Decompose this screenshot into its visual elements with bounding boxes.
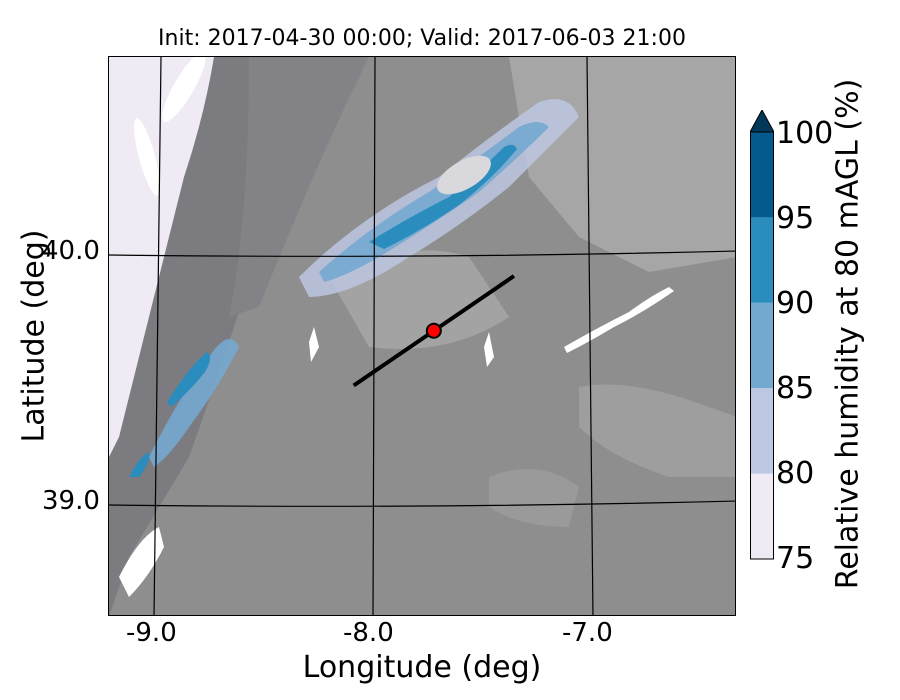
colorbar-level [750,473,774,559]
rh-band-west-90 [167,352,211,407]
plot-title: Init: 2017-04-30 00:00; Valid: 2017-06-0… [158,26,686,51]
x-axis-label: Longitude (deg) [302,650,542,685]
colorbar-tick-label: 80 [776,456,815,491]
y-tick-label: 39.0 [42,486,100,516]
colorbar-tick-label: 100 [776,116,834,151]
rh-band-west-south [129,452,150,477]
colorbar-level [750,132,774,218]
ridge-top-light [437,155,491,195]
colorbar-label: Relative humidity at 80 mAGL (%) [830,78,866,590]
colorbar-level [750,217,774,303]
parallel-line [109,500,735,507]
rh-band-west-85 [149,339,239,467]
colorbar-tick-label: 90 [776,286,815,321]
colorbar-level [750,302,774,389]
river-gap-west [309,327,319,362]
colorbar-tick-label: 85 [776,371,815,406]
ocean-band [109,57,214,457]
terrain-light-patch-1 [579,384,735,477]
x-tick-label: -9.0 [126,618,177,648]
parallel-line [109,250,735,257]
y-tick-label: 40.0 [42,236,100,266]
colorbar-outline [750,131,774,560]
meridian-line [586,57,594,615]
colorbar-level [750,388,774,474]
meridian-line [153,57,162,615]
meridian-line [372,57,376,615]
site-marker [425,322,442,339]
colorbar-extend-arrow [750,110,774,133]
colorbar-tick-label: 95 [776,201,815,236]
river-gap-east [564,287,674,353]
x-tick-label: -7.0 [562,618,613,648]
relative-humidity-map [109,57,735,615]
map-panel [108,56,736,616]
colorbar-tick-label: 75 [776,541,815,576]
colorbar [750,110,774,560]
terrain-mid-west [229,57,369,317]
white-patch-coast [134,118,160,196]
graticule [109,57,735,615]
x-tick-label: -8.0 [343,618,394,648]
river-gap-center [484,332,494,367]
coast-gap-south [119,527,164,597]
y-axis-label: Latitude (deg) [16,229,52,443]
white-patch-north [162,57,206,122]
terrain-light-patch-2 [489,469,579,527]
